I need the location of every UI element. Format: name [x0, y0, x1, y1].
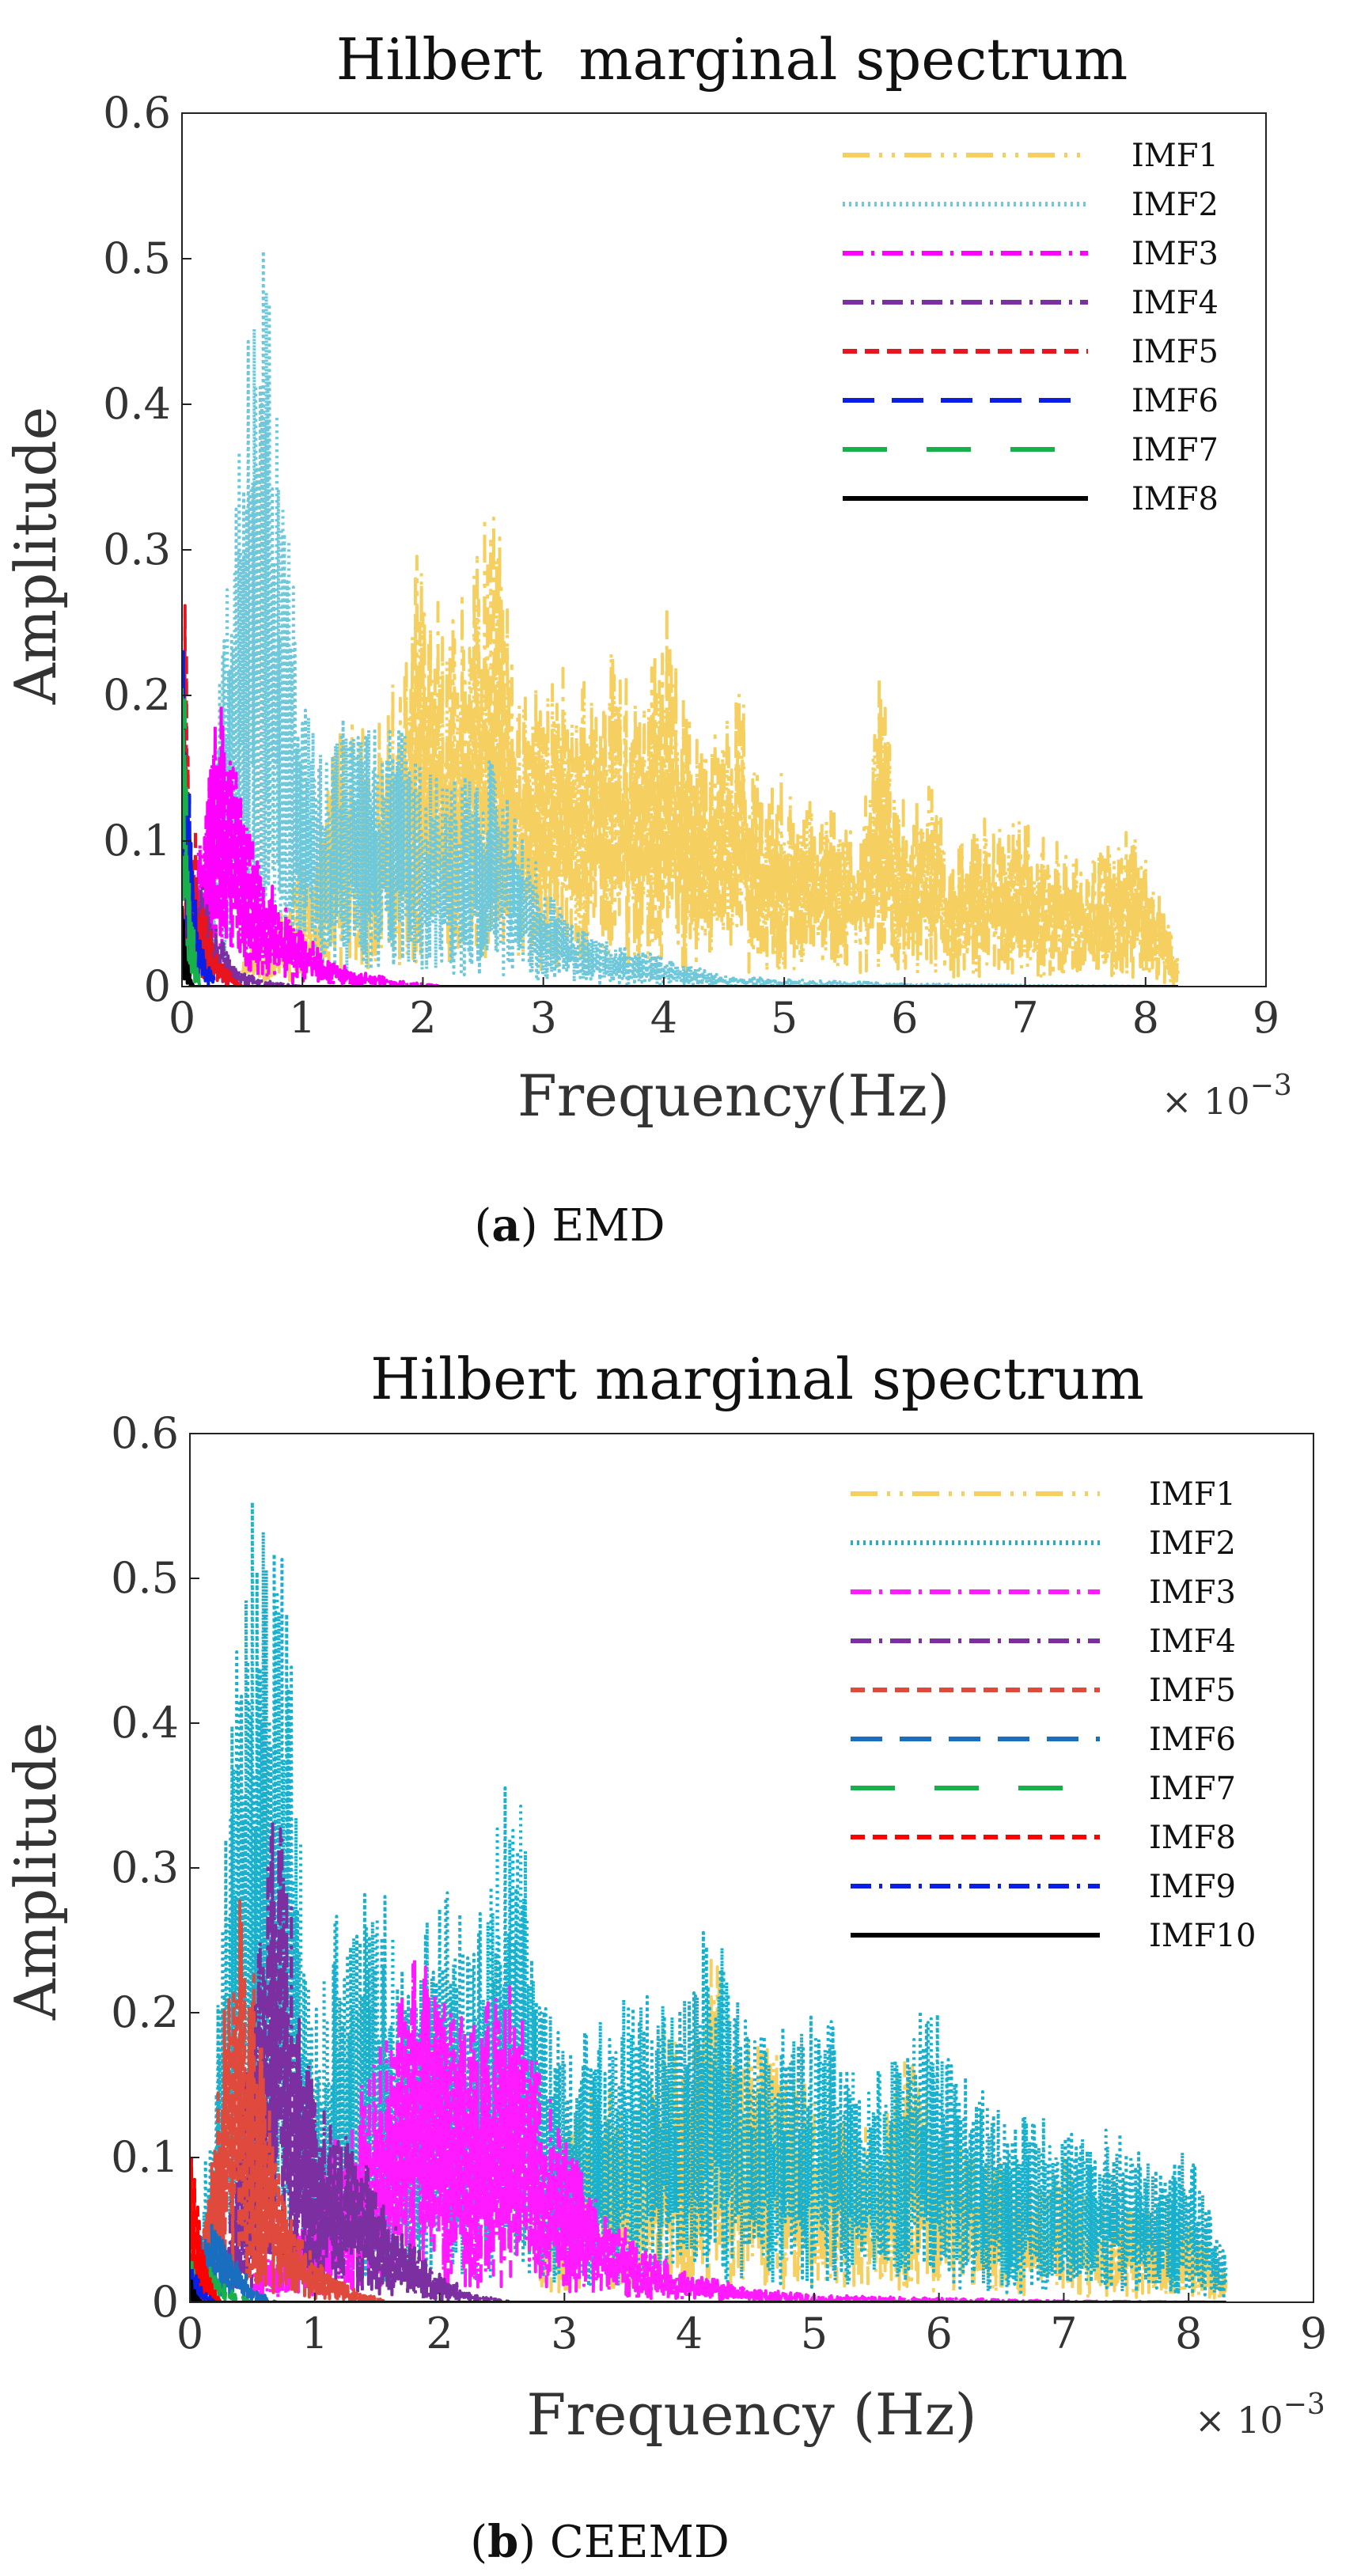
- x-axis-label: Frequency (Hz): [526, 2381, 976, 2448]
- y-tick-label: 0.5: [111, 1553, 179, 1603]
- legend-label-imf4: IMF4: [1149, 1623, 1236, 1660]
- legend-label-imf8: IMF8: [1149, 1820, 1236, 1856]
- x-tick-label: 9: [1253, 993, 1279, 1043]
- legend-label-imf6: IMF6: [1131, 383, 1219, 419]
- legend-label-imf8: IMF8: [1131, 481, 1219, 517]
- x-tick-label: 8: [1132, 993, 1159, 1043]
- legend-label-imf9: IMF9: [1149, 1869, 1236, 1905]
- x-tick-label: 0: [176, 2309, 203, 2358]
- y-tick-label: 0.5: [103, 233, 171, 283]
- legend-label-imf7: IMF7: [1149, 1771, 1236, 1807]
- panel-caption: (b) CEEMD: [470, 2516, 730, 2568]
- chart-title: Hilbert marginal spectrum: [370, 1346, 1144, 1412]
- y-tick-label: 0: [152, 2277, 179, 2327]
- x-exponent-label: × 10−3: [1195, 2388, 1325, 2442]
- y-tick-label: 0: [144, 961, 171, 1011]
- x-tick-label: 0: [169, 993, 195, 1043]
- legend-label-imf3: IMF3: [1149, 1574, 1236, 1611]
- x-tick-label: 1: [301, 2309, 328, 2358]
- y-tick-label: 0.1: [111, 2132, 179, 2182]
- series-layer: [182, 249, 1180, 987]
- series-line-imf5: [200, 1899, 391, 2302]
- legend-label-imf5: IMF5: [1131, 334, 1219, 370]
- series-line-imf2: [192, 249, 1179, 987]
- x-tick-label: 9: [1300, 2309, 1327, 2358]
- y-tick-label: 0.3: [111, 1843, 179, 1892]
- series-line-imf4: [226, 1820, 516, 2302]
- legend: IMF1 IMF2 IMF3 IMF4 IMF5 IMF6 IMF7 IMF8 IMF9 IMF1…: [851, 1476, 1256, 1954]
- x-tick-label: 3: [551, 2309, 578, 2358]
- x-tick-label: 5: [801, 2309, 828, 2358]
- x-tick-label: 4: [650, 993, 677, 1043]
- legend-label-imf2: IMF2: [1149, 1525, 1236, 1562]
- series-line-imf1: [241, 516, 1180, 987]
- x-tick-label: 1: [289, 993, 316, 1043]
- y-tick-label: 0.2: [103, 670, 171, 720]
- y-tick-label: 0.4: [103, 379, 171, 429]
- panel-a-emd: Hilbert marginal spectrum 0 1 2 3 4 5 6 7 8 9 0 0.1…: [2, 26, 1292, 1252]
- plot-area: 0 1 2 3 4 5 6 7 8 900.10.20.30.40.50.6IMF1IMF2IMF…: [111, 1408, 1327, 2358]
- legend: IMF1 IMF2 IMF3 IMF4 IMF5 IMF6 IMF7 IMF8: [843, 138, 1219, 517]
- x-tick-label: 7: [1011, 993, 1038, 1043]
- x-tick-label: 2: [426, 2309, 453, 2358]
- chart-title: Hilbert marginal spectrum: [336, 26, 1128, 93]
- panel-b-ceemd: Hilbert marginal spectrum 0 1 2 3 4 5 6 7 8 9 0 0.1…: [2, 1346, 1327, 2568]
- x-tick-label: 3: [529, 993, 556, 1043]
- x-tick-label: 6: [891, 993, 918, 1043]
- x-tick-label: 7: [1050, 2309, 1077, 2358]
- x-tick-label: 8: [1175, 2309, 1202, 2358]
- x-tick-label: 2: [409, 993, 436, 1043]
- y-axis-label: Amplitude: [2, 407, 69, 705]
- y-tick-label: 0.4: [111, 1698, 179, 1748]
- legend-label-imf7: IMF7: [1131, 432, 1219, 468]
- y-axis-label: Amplitude: [2, 1722, 69, 2021]
- y-tick-label: 0.3: [103, 525, 171, 574]
- legend-label-imf1: IMF1: [1131, 138, 1219, 174]
- series-line-imf3: [186, 702, 448, 987]
- y-tick-label: 0.6: [111, 1408, 179, 1458]
- legend-label-imf4: IMF4: [1131, 285, 1219, 321]
- x-tick-label: 5: [771, 993, 798, 1043]
- x-tick-label: 4: [676, 2309, 703, 2358]
- legend-label-imf5: IMF5: [1149, 1673, 1236, 1709]
- plot-area: 0 1 2 3 4 5 6 7 8 900.10.20.30.40.50.6IMF1IMF2IMF…: [103, 88, 1279, 1043]
- y-tick-label: 0.1: [103, 816, 171, 866]
- legend-label-imf3: IMF3: [1131, 236, 1219, 272]
- legend-label-imf1: IMF1: [1149, 1476, 1236, 1513]
- x-tick-label: 6: [925, 2309, 952, 2358]
- x-axis-label: Frequency(Hz): [517, 1063, 950, 1129]
- y-tick-label: 0.6: [103, 88, 171, 138]
- y-tick-label: 0.2: [111, 1987, 179, 2037]
- series-layer: [190, 1500, 1228, 2302]
- legend-label-imf6: IMF6: [1149, 1722, 1236, 1758]
- panel-caption: (a) EMD: [475, 1199, 665, 1252]
- x-exponent-label: × 10−3: [1162, 1070, 1292, 1123]
- legend-label-imf10: IMF10: [1149, 1918, 1256, 1954]
- legend-label-imf2: IMF2: [1131, 187, 1219, 223]
- series-line-imf8: [190, 2157, 222, 2302]
